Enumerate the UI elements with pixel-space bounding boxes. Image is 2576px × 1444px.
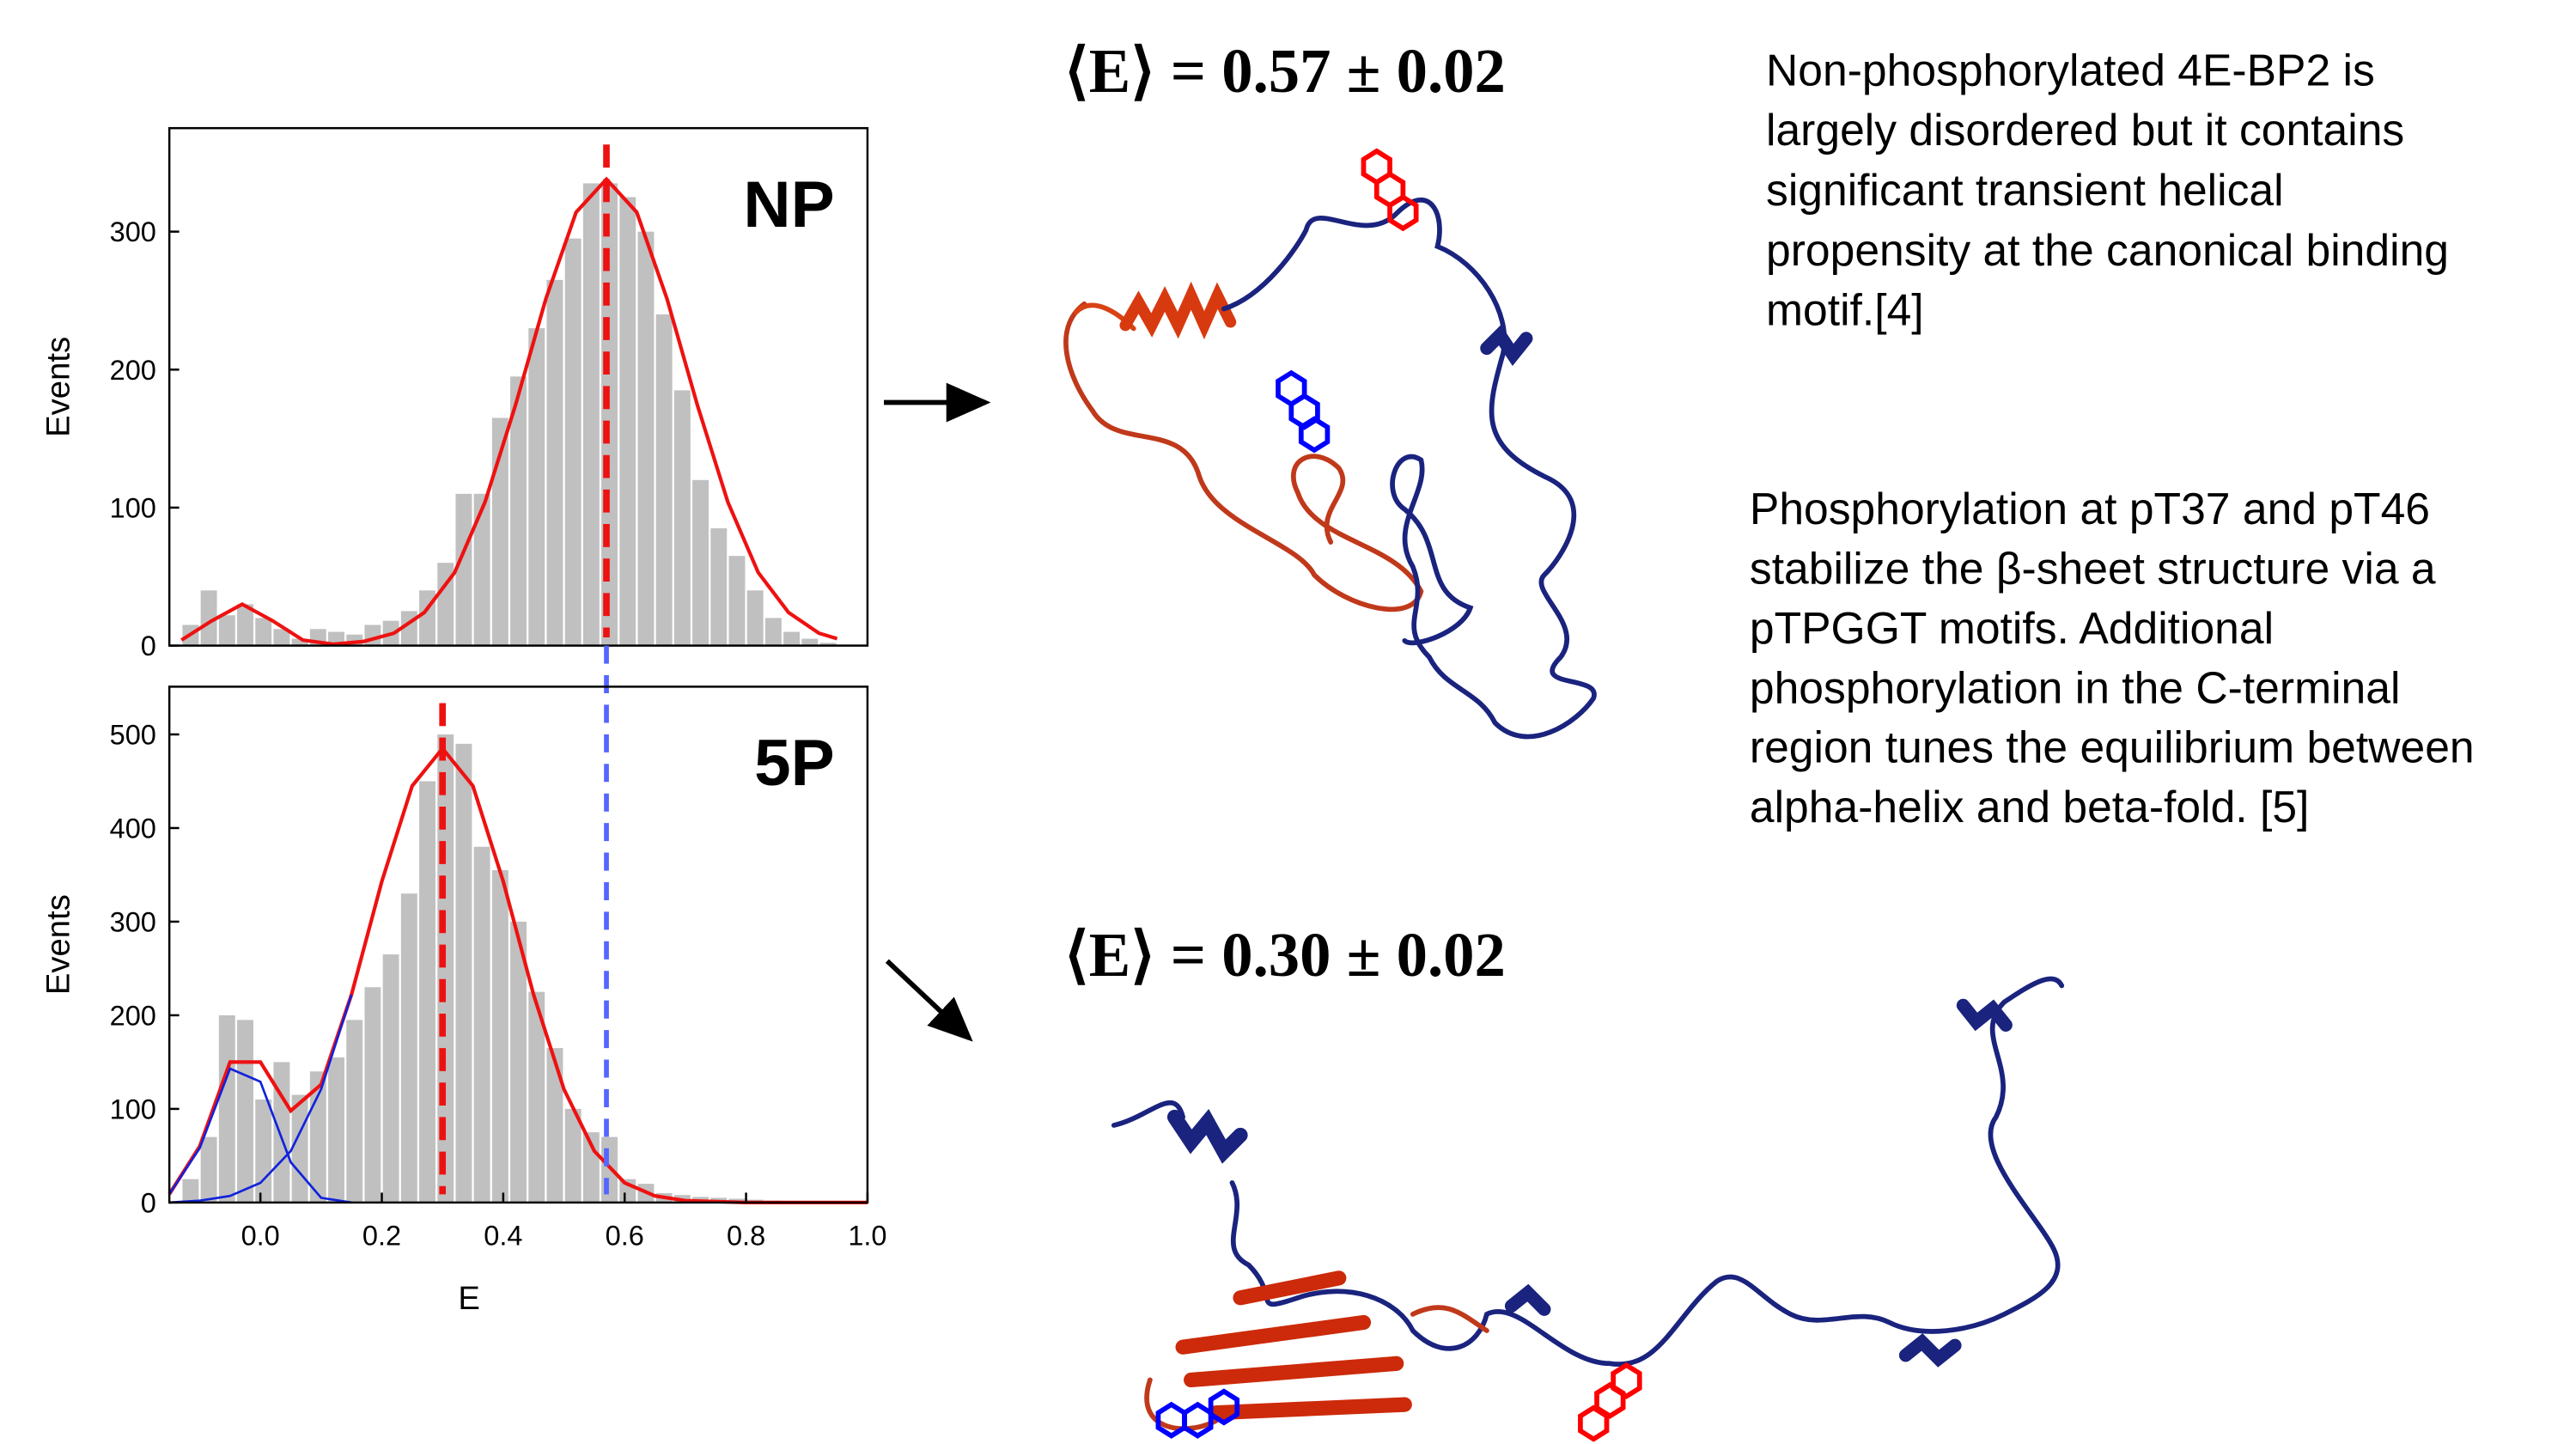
bar [455,743,472,1203]
bar [273,629,290,646]
bar [673,390,691,646]
bar [637,231,655,646]
bar [564,238,582,646]
p5-mean-eq: ⟨E⟩ = 0.30 ± 0.02 [1064,920,1505,990]
histogram-panel: 0 100 200 300 NP Events [40,126,869,661]
bar [510,376,527,646]
fit-curve [180,176,838,647]
np-mean-eq: ⟨E⟩ = 0.57 ± 0.02 [1064,36,1505,106]
bar [546,1048,563,1203]
y-tick-label: 0 [141,631,156,661]
histogram-panel: 0 100 200 300 400 500 0.0 0.2 0.4 0.6 0.8 1.0 5P Even… [40,645,887,1317]
bar [546,279,563,646]
x-tick-label: 0.2 [362,1221,401,1252]
bar [255,618,272,646]
y-tick-label: 100 [110,492,156,523]
bar [764,618,782,646]
bar [710,528,728,646]
p5-structure [1111,976,2065,1442]
axes-frame [167,126,869,647]
y-tick-label: 300 [110,906,156,937]
x-tick-label: 0.8 [727,1221,765,1252]
bar [455,493,472,646]
y-tick-label: 400 [110,813,156,844]
y-tick-label: 300 [110,216,156,247]
description-line: region tunes the equilibrium between [1750,722,2475,772]
description-line: propensity at the canonical binding [1766,225,2449,275]
bar [564,1108,582,1203]
y-tick-label: 0 [141,1187,156,1218]
bar [364,625,381,646]
bar [291,1094,308,1203]
description-line: alpha-helix and beta-fold. [5] [1750,782,2310,832]
bar [491,417,509,646]
y-tick-label: 500 [110,719,156,750]
y-tick-label: 100 [110,1094,156,1124]
panel-label: 5P [754,727,835,800]
y-tick-label: 200 [110,355,156,386]
bar [382,954,399,1203]
bar [746,590,764,646]
bar [419,781,435,1203]
bar [819,643,837,646]
x-tick-label: 0.4 [484,1221,522,1252]
bar [291,638,308,646]
x-tick-label: 0.6 [606,1221,644,1252]
bar [801,638,819,646]
bar [218,615,235,646]
bar [400,893,417,1203]
descriptions: Non-phosphorylated 4E-BP2 is largely diso… [1750,45,2475,832]
y-axis-label: Events [40,894,76,995]
description-line: largely disordered but it contains [1766,105,2404,155]
bar [655,314,673,646]
bar [619,197,636,646]
bar [473,493,490,646]
bar [346,1020,363,1203]
description-line: stabilize the β-sheet structure via a [1750,543,2436,593]
bar [692,479,709,646]
bar [218,1014,235,1203]
bar [328,1057,344,1203]
bar [200,1136,217,1203]
bar [582,183,600,646]
bar [528,328,545,646]
description-line: Phosphorylation at pT37 and pT46 [1750,484,2430,533]
fit-curve [167,745,868,1204]
bar [255,1099,272,1203]
panel-label: NP [743,168,834,241]
bar [783,631,801,646]
x-tick-label: 1.0 [848,1221,886,1252]
description-line: significant transient helical [1766,165,2284,215]
y-tick-label: 200 [110,1000,156,1031]
fit-curve [169,994,353,1204]
bar [182,1179,199,1203]
arrow [885,959,973,1042]
description-line: Non-phosphorylated 4E-BP2 is [1766,45,2375,94]
bar [728,556,746,646]
description-line: phosphorylation in the C-terminal [1750,662,2401,712]
bar [528,991,545,1203]
np-structure [1063,148,1597,740]
axes-frame [167,685,869,1204]
bar [237,604,253,646]
bar [510,921,527,1203]
bar [437,563,454,646]
x-axis-label: E [458,1280,480,1317]
bar [473,846,490,1203]
description-line: motif.[4] [1766,285,1924,335]
fit-curve [168,1067,352,1204]
bar [601,1136,618,1203]
x-tick-label: 0.0 [241,1221,280,1252]
bar [491,869,509,1203]
bar [237,1020,253,1203]
description-line: pTPGGT motifs. Additional [1750,603,2274,653]
y-axis-label: Events [40,337,76,437]
bar [364,987,381,1203]
bar [200,590,217,646]
bar [273,1062,290,1203]
